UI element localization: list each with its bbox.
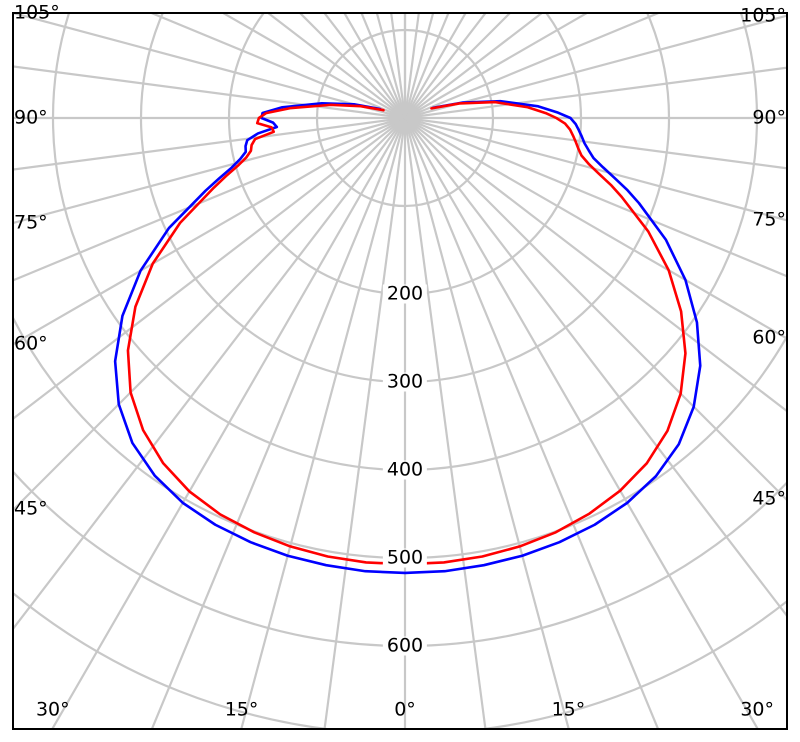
axis-label-right-2: 75° bbox=[752, 208, 786, 231]
axis-label-right-4: 45° bbox=[752, 487, 786, 510]
axis-label-right-3: 60° bbox=[752, 326, 786, 349]
radial-tick-label-1: 300 bbox=[382, 372, 428, 392]
axis-label-left-3: 60° bbox=[14, 332, 48, 355]
axis-label-bottom-2: 0° bbox=[394, 698, 416, 721]
axis-label-left-0: 105° bbox=[14, 1, 60, 24]
axis-label-bottom-1: 15° bbox=[224, 698, 259, 721]
radial-tick-label-0: 200 bbox=[382, 284, 428, 304]
axis-label-bottom-0: 30° bbox=[35, 698, 70, 721]
axis-label-bottom-3: 15° bbox=[551, 698, 586, 721]
radial-tick-label-4: 600 bbox=[382, 636, 428, 656]
axis-label-bottom-4: 30° bbox=[740, 698, 775, 721]
axis-label-left-2: 75° bbox=[14, 211, 48, 234]
axis-label-right-1: 90° bbox=[752, 106, 786, 129]
axis-label-right-0: 105° bbox=[740, 4, 786, 27]
axis-label-left-1: 90° bbox=[14, 106, 48, 129]
axis-label-left-4: 45° bbox=[14, 497, 48, 520]
radial-tick-label-3: 500 bbox=[382, 548, 428, 568]
radial-tick-label-2: 400 bbox=[382, 460, 428, 480]
